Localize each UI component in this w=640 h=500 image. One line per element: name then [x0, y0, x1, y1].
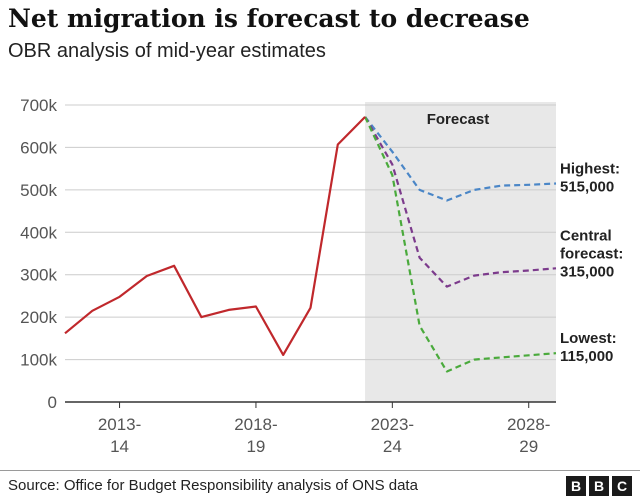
y-tick-label: 700k — [20, 96, 57, 115]
series-line-central-forecast — [364, 116, 557, 288]
x-tick-label: 14 — [110, 437, 129, 456]
chart-title: Net migration is forecast to decrease — [8, 4, 530, 33]
y-tick-label: 300k — [20, 266, 57, 285]
series-line-highest — [364, 116, 557, 202]
forecast-label: Forecast — [427, 111, 490, 128]
x-tick-label: 2018- — [234, 415, 277, 434]
x-tick-label: 2028- — [507, 415, 550, 434]
x-tick-label: 2013- — [98, 415, 141, 434]
y-tick-label: 500k — [20, 181, 57, 200]
footer-divider — [0, 470, 640, 471]
series-line-lowest — [364, 116, 557, 373]
x-tick-label: 24 — [383, 437, 402, 456]
x-tick-label: 19 — [246, 437, 265, 456]
chart-subtitle: OBR analysis of mid-year estimates — [8, 40, 326, 62]
series-label-central-forecast: forecast: — [560, 245, 623, 262]
line-chart: Forecast 0 100k 200k 300k 400k 500k 600k 700k 201… — [20, 96, 623, 456]
bbc-logo-letter: B — [566, 476, 586, 496]
bbc-logo-letter: C — [612, 476, 632, 496]
series-label-lowest: Lowest: — [560, 330, 617, 347]
y-tick-label: 100k — [20, 351, 57, 370]
bbc-logo-letter: B — [589, 476, 609, 496]
x-tick-label: 2023- — [371, 415, 414, 434]
y-tick-label: 200k — [20, 308, 57, 327]
y-tick-label: 600k — [20, 138, 57, 157]
series-line-estimates — [64, 116, 366, 356]
y-tick-label: 400k — [20, 223, 57, 242]
y-tick-label: 0 — [48, 393, 57, 412]
series-label-highest: Highest: — [560, 160, 620, 177]
series-label-highest: 515,000 — [560, 178, 614, 195]
source-note: Source: Office for Budget Responsibility… — [8, 477, 418, 494]
bbc-logo: B B C — [566, 476, 632, 496]
forecast-region — [365, 102, 556, 402]
series-label-lowest: 115,000 — [560, 348, 613, 365]
series-label-central-forecast: Central — [560, 227, 612, 244]
series-label-central-forecast: 315,000 — [560, 263, 614, 280]
x-tick-label: 29 — [519, 437, 538, 456]
